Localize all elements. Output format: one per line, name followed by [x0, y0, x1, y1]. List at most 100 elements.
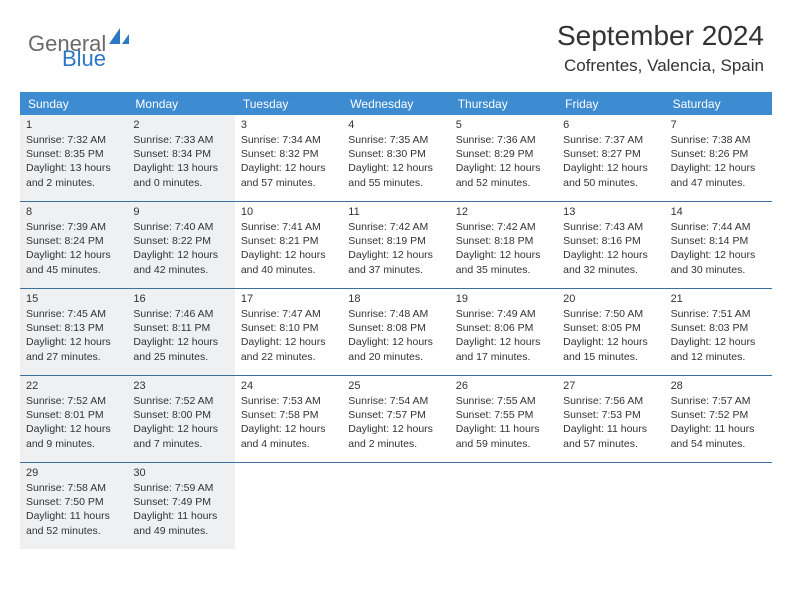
calendar-cell: 8Sunrise: 7:39 AMSunset: 8:24 PMDaylight… [20, 202, 127, 288]
day-number: 18 [348, 293, 443, 305]
day-number: 23 [133, 380, 228, 392]
sunrise-line: Sunrise: 7:41 AM [241, 220, 336, 234]
calendar-cell: 6 Sunrise: 7:37 AMSunset: 8:27 PMDaylight… [557, 115, 664, 201]
day-number: 10 [241, 206, 336, 218]
sunset-line: Sunset: 8:29 PM [456, 147, 551, 161]
calendar-week: 8Sunrise: 7:39 AMSunset: 8:24 PMDaylight… [20, 202, 772, 289]
daylight-line: Daylight: 11 hours and 57 minutes. [563, 422, 658, 450]
calendar-cell: 29Sunrise: 7:58 AMSunset: 7:50 PMDayligh… [20, 463, 127, 549]
sunrise-line: Sunrise: 7:46 AM [133, 307, 228, 321]
dayhead-sat: Saturday [665, 92, 772, 115]
calendar-cell: 30Sunrise: 7:59 AMSunset: 7:49 PMDayligh… [127, 463, 234, 549]
day-number: 21 [671, 293, 766, 305]
sunset-line: Sunset: 7:49 PM [133, 495, 228, 509]
day-number: 2 [133, 119, 228, 131]
daylight-line: Daylight: 13 hours and 0 minutes. [133, 161, 228, 189]
logo: General Blue [28, 24, 131, 64]
daylight-line: Daylight: 12 hours and 30 minutes. [671, 248, 766, 276]
sunset-line: Sunset: 8:32 PM [241, 147, 336, 161]
calendar-cell [665, 463, 772, 549]
sunset-line: Sunset: 7:58 PM [241, 408, 336, 422]
calendar-cell: 13Sunrise: 7:43 AMSunset: 8:16 PMDayligh… [557, 202, 664, 288]
header: September 2024 Cofrentes, Valencia, Spai… [557, 20, 764, 76]
sunrise-line: Sunrise: 7:51 AM [671, 307, 766, 321]
sunset-line: Sunset: 8:13 PM [26, 321, 121, 335]
calendar-cell: 22Sunrise: 7:52 AMSunset: 8:01 PMDayligh… [20, 376, 127, 462]
day-number: 25 [348, 380, 443, 392]
dayhead-wed: Wednesday [342, 92, 449, 115]
dayhead-thu: Thursday [450, 92, 557, 115]
sunset-line: Sunset: 8:03 PM [671, 321, 766, 335]
sunrise-line: Sunrise: 7:35 AM [348, 133, 443, 147]
sunrise-line: Sunrise: 7:34 AM [241, 133, 336, 147]
logo-text-2: Blue [62, 46, 106, 72]
day-number: 19 [456, 293, 551, 305]
dayhead-mon: Monday [127, 92, 234, 115]
sunrise-line: Sunrise: 7:37 AM [563, 133, 658, 147]
daylight-line: Daylight: 12 hours and 22 minutes. [241, 335, 336, 363]
daylight-line: Daylight: 12 hours and 45 minutes. [26, 248, 121, 276]
sunrise-line: Sunrise: 7:43 AM [563, 220, 658, 234]
calendar-header-row: Sunday Monday Tuesday Wednesday Thursday… [20, 92, 772, 115]
daylight-line: Daylight: 12 hours and 20 minutes. [348, 335, 443, 363]
sunrise-line: Sunrise: 7:54 AM [348, 394, 443, 408]
sunrise-line: Sunrise: 7:52 AM [26, 394, 121, 408]
sunset-line: Sunset: 7:57 PM [348, 408, 443, 422]
calendar-cell: 15 Sunrise: 7:45 AMSunset: 8:13 PMDayligh… [20, 289, 127, 375]
day-number: 12 [456, 206, 551, 218]
calendar-cell: 16Sunrise: 7:46 AMSunset: 8:11 PMDayligh… [127, 289, 234, 375]
sunset-line: Sunset: 8:18 PM [456, 234, 551, 248]
daylight-line: Daylight: 12 hours and 4 minutes. [241, 422, 336, 450]
day-number: 15 [26, 293, 121, 305]
calendar-cell: 21 Sunrise: 7:51 AMSunset: 8:03 PMDayligh… [665, 289, 772, 375]
calendar-cell [235, 463, 342, 549]
day-number: 14 [671, 206, 766, 218]
sunset-line: Sunset: 7:55 PM [456, 408, 551, 422]
calendar-cell: 17Sunrise: 7:47 AMSunset: 8:10 PMDayligh… [235, 289, 342, 375]
sunset-line: Sunset: 8:22 PM [133, 234, 228, 248]
day-number: 9 [133, 206, 228, 218]
calendar-cell: 12Sunrise: 7:42 AMSunset: 8:18 PMDayligh… [450, 202, 557, 288]
day-number: 11 [348, 206, 443, 218]
daylight-line: Daylight: 12 hours and 42 minutes. [133, 248, 228, 276]
daylight-line: Daylight: 12 hours and 57 minutes. [241, 161, 336, 189]
sunset-line: Sunset: 8:24 PM [26, 234, 121, 248]
daylight-line: Daylight: 11 hours and 49 minutes. [133, 509, 228, 537]
sunrise-line: Sunrise: 7:42 AM [348, 220, 443, 234]
sunset-line: Sunset: 8:01 PM [26, 408, 121, 422]
sunrise-line: Sunrise: 7:53 AM [241, 394, 336, 408]
sunrise-line: Sunrise: 7:48 AM [348, 307, 443, 321]
calendar-cell: 4Sunrise: 7:35 AMSunset: 8:30 PMDaylight… [342, 115, 449, 201]
day-number: 30 [133, 467, 228, 479]
daylight-line: Daylight: 12 hours and 9 minutes. [26, 422, 121, 450]
daylight-line: Daylight: 11 hours and 54 minutes. [671, 422, 766, 450]
day-number: 20 [563, 293, 658, 305]
sunset-line: Sunset: 8:00 PM [133, 408, 228, 422]
calendar-cell: 14Sunrise: 7:44 AMSunset: 8:14 PMDayligh… [665, 202, 772, 288]
day-number: 4 [348, 119, 443, 131]
day-number: 16 [133, 293, 228, 305]
sunrise-line: Sunrise: 7:52 AM [133, 394, 228, 408]
daylight-line: Daylight: 12 hours and 12 minutes. [671, 335, 766, 363]
daylight-line: Daylight: 12 hours and 27 minutes. [26, 335, 121, 363]
sunrise-line: Sunrise: 7:42 AM [456, 220, 551, 234]
calendar: Sunday Monday Tuesday Wednesday Thursday… [20, 92, 772, 549]
daylight-line: Daylight: 12 hours and 17 minutes. [456, 335, 551, 363]
sunrise-line: Sunrise: 7:45 AM [26, 307, 121, 321]
page-subtitle: Cofrentes, Valencia, Spain [557, 56, 764, 76]
sunrise-line: Sunrise: 7:58 AM [26, 481, 121, 495]
sunset-line: Sunset: 8:27 PM [563, 147, 658, 161]
sunset-line: Sunset: 8:10 PM [241, 321, 336, 335]
sunset-line: Sunset: 8:26 PM [671, 147, 766, 161]
day-number: 13 [563, 206, 658, 218]
daylight-line: Daylight: 12 hours and 50 minutes. [563, 161, 658, 189]
day-number: 3 [241, 119, 336, 131]
sunset-line: Sunset: 8:35 PM [26, 147, 121, 161]
sunset-line: Sunset: 8:08 PM [348, 321, 443, 335]
day-number: 6 [563, 119, 658, 131]
sunrise-line: Sunrise: 7:50 AM [563, 307, 658, 321]
daylight-line: Daylight: 12 hours and 37 minutes. [348, 248, 443, 276]
day-number: 8 [26, 206, 121, 218]
calendar-cell: 7Sunrise: 7:38 AMSunset: 8:26 PMDaylight… [665, 115, 772, 201]
day-number: 5 [456, 119, 551, 131]
